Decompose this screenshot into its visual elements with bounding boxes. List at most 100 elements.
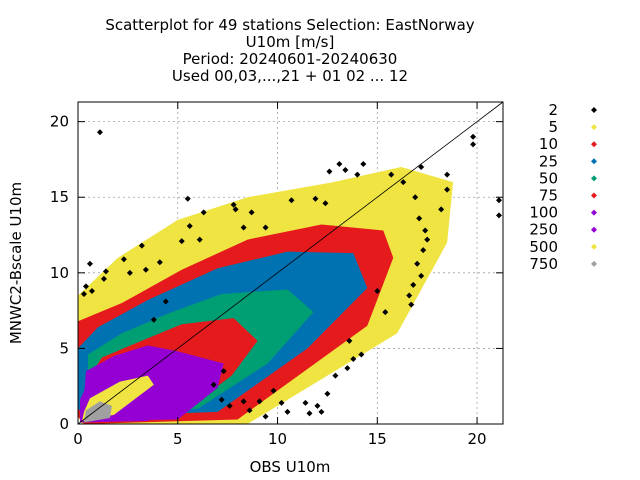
- scatter-point: [312, 195, 319, 202]
- scatter-point: [346, 337, 353, 344]
- scatter-point: [406, 292, 413, 299]
- axis-ticks: 0 5 10 15 20 0 5 10 15 20: [50, 102, 503, 448]
- y-tick-label: 20: [50, 113, 69, 131]
- scatter-point: [422, 227, 429, 234]
- scatter-point: [332, 372, 339, 379]
- scatter-point: [270, 387, 277, 394]
- scatter-point: [342, 167, 349, 174]
- scatter-point: [302, 399, 309, 406]
- legend-marker: [591, 175, 597, 182]
- scatter-point: [418, 272, 425, 279]
- scatter-point: [388, 171, 395, 178]
- legend-marker: [591, 107, 597, 113]
- diagonal-line: [77, 101, 504, 425]
- scatter-point: [344, 365, 351, 372]
- scatter-point: [410, 281, 417, 288]
- scatter-point: [88, 287, 95, 294]
- scatter-point: [162, 298, 169, 305]
- legend-label: 75: [539, 187, 558, 205]
- plot-frame: [77, 101, 504, 425]
- scatter-point: [414, 260, 421, 267]
- scatter-point: [178, 238, 185, 245]
- x-axis-label: OBS U10m: [250, 458, 331, 476]
- scatter-point: [138, 242, 145, 249]
- scatter-point: [416, 215, 423, 222]
- scatter-point: [326, 168, 333, 175]
- scatter-point: [470, 133, 477, 140]
- legend-marker: [591, 158, 597, 165]
- scatter-point: [444, 171, 451, 178]
- scatter-point: [120, 256, 127, 263]
- chart-title: Scatterplot for 49 stations Selection: E…: [105, 16, 474, 85]
- x-tick-label: 15: [368, 430, 387, 448]
- scatter-point: [96, 129, 103, 136]
- scatter-point: [196, 236, 203, 243]
- scatter-point: [226, 402, 233, 409]
- scatter-point: [418, 164, 425, 171]
- legend-label: 25: [539, 152, 558, 170]
- scatter-point: [470, 141, 477, 148]
- scatter-point: [150, 316, 157, 323]
- scatter-point: [336, 160, 343, 167]
- title-line: Used 00,03,...,21 + 01 02 ... 12: [172, 67, 408, 85]
- legend-label: 500: [529, 238, 558, 256]
- legend-marker: [591, 260, 597, 267]
- y-axis-label: MNWC2-Bscale U10m: [7, 182, 25, 344]
- scatter-point: [306, 410, 313, 417]
- scatter-point: [278, 399, 285, 406]
- scatter-point: [240, 398, 247, 405]
- scatter-point: [324, 390, 331, 397]
- scatter-point: [284, 408, 291, 415]
- x-tick-label: 20: [468, 430, 487, 448]
- scatter-point: [220, 368, 227, 375]
- scatter-point: [496, 212, 503, 219]
- scatter-point: [322, 200, 329, 207]
- scatter-point: [354, 171, 361, 178]
- scatter-point: [246, 407, 253, 414]
- y-tick-label: 10: [50, 264, 69, 282]
- title-line: U10m [m/s]: [246, 33, 335, 51]
- scatter-point: [218, 396, 225, 403]
- scatter-point: [350, 355, 357, 362]
- scatter-point: [360, 160, 367, 167]
- legend-label: 250: [529, 221, 558, 239]
- scatter-point: [102, 268, 109, 275]
- scatter-point: [232, 206, 239, 213]
- scatter-point: [82, 283, 89, 290]
- scatter-point: [444, 186, 451, 193]
- scatter-point: [184, 195, 191, 202]
- scatter-point: [200, 209, 207, 216]
- legend-marker: [591, 192, 597, 199]
- scatter-point: [318, 408, 325, 415]
- title-line: Scatterplot for 49 stations Selection: E…: [105, 16, 474, 34]
- scatter-point: [412, 194, 419, 201]
- density-bands: [78, 167, 454, 424]
- legend-marker: [591, 209, 597, 216]
- legend-label: 2: [548, 101, 558, 119]
- y-tick-label: 5: [59, 339, 69, 357]
- scatter-point: [496, 197, 503, 204]
- scatter-point: [100, 275, 107, 282]
- scatter-point: [156, 259, 163, 266]
- scatter-point: [420, 247, 427, 254]
- x-tick-label: 0: [73, 430, 83, 448]
- scatter-point: [262, 413, 269, 420]
- legend-label: 750: [529, 255, 558, 273]
- y-tick-label: 0: [59, 415, 69, 433]
- legend-marker: [591, 124, 597, 131]
- scatter-point: [126, 269, 133, 276]
- scatter-point: [424, 236, 431, 243]
- scatter-point: [186, 222, 193, 229]
- legend-label: 100: [529, 204, 558, 222]
- scatter-point: [438, 206, 445, 213]
- scatter-point: [358, 351, 365, 358]
- scatter-point: [86, 260, 93, 267]
- legend-marker: [591, 141, 597, 148]
- scatter-point: [288, 197, 295, 204]
- density-band-750: [83, 401, 112, 423]
- scatter-point: [240, 224, 247, 231]
- scatter-point: [382, 309, 389, 316]
- scatter-point: [374, 287, 381, 294]
